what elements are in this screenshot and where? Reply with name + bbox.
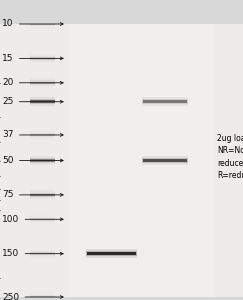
Bar (30, 54, 55, 63)
Text: 2ug loading
NR=Non-
reduced
R=reduced: 2ug loading NR=Non- reduced R=reduced (217, 134, 243, 180)
Bar (30, 56, 55, 61)
Bar (30, 295, 55, 299)
Bar (30, 78, 55, 87)
Bar (30, 80, 55, 85)
Text: 20: 20 (2, 78, 63, 87)
Bar (30, 217, 55, 221)
Bar (30, 22, 55, 26)
Text: 25: 25 (2, 97, 63, 106)
Bar (30, 296, 55, 298)
Bar (30, 97, 55, 106)
Bar (30, 158, 55, 163)
Text: 37: 37 (2, 130, 63, 140)
Bar (30, 57, 55, 60)
Bar (86, 251, 137, 256)
Bar (142, 156, 188, 165)
Bar (142, 99, 188, 104)
Bar (30, 100, 55, 103)
Bar (30, 99, 55, 104)
Text: 250: 250 (2, 292, 63, 300)
Bar (30, 134, 55, 136)
Bar (143, 159, 187, 162)
Text: 15: 15 (2, 54, 63, 63)
Bar (30, 251, 55, 256)
Text: 10: 10 (2, 20, 63, 28)
Bar (30, 23, 55, 25)
Bar (30, 194, 55, 196)
Bar (30, 159, 55, 162)
Bar (142, 97, 188, 106)
Bar (30, 82, 55, 84)
Bar (30, 218, 55, 220)
Bar (30, 130, 55, 139)
Bar (143, 100, 187, 103)
Text: 75: 75 (2, 190, 63, 200)
Text: 50: 50 (2, 156, 63, 165)
Bar (142, 158, 188, 163)
Bar (30, 292, 55, 300)
Bar (30, 215, 55, 224)
Text: 100: 100 (2, 215, 63, 224)
Bar (30, 249, 55, 258)
Bar (87, 252, 136, 255)
Bar (86, 249, 137, 258)
Bar (69, 24, 213, 297)
Bar (30, 156, 55, 165)
Bar (30, 193, 55, 197)
Bar (30, 133, 55, 137)
Text: 150: 150 (2, 249, 63, 258)
Bar (30, 252, 55, 255)
Bar (30, 190, 55, 199)
Bar (30, 20, 55, 28)
